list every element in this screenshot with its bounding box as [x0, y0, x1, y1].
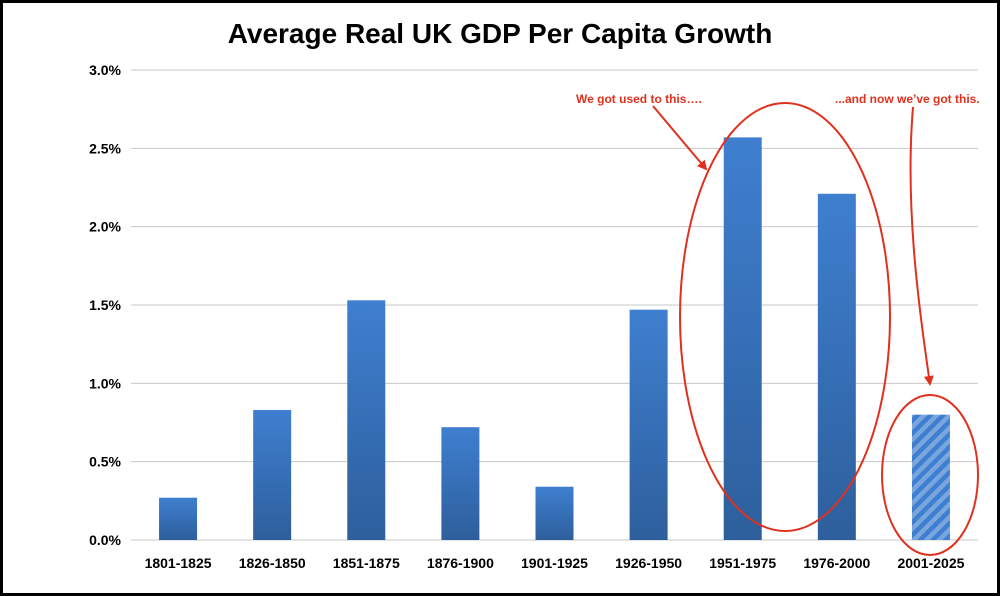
x-tick-label: 2001-2025	[897, 555, 964, 571]
bar-1826-1850	[253, 409, 292, 540]
x-tick-label: 1826-1850	[239, 555, 306, 571]
y-tick-label: 3.0%	[89, 62, 121, 78]
bar-2001-2025	[911, 414, 950, 540]
x-tick-label: 1876-1900	[427, 555, 494, 571]
chart-canvas: Average Real UK GDP Per Capita Growth 0.…	[89, 18, 980, 571]
y-tick-label: 1.5%	[89, 297, 121, 313]
x-tick-label: 1801-1825	[145, 555, 212, 571]
bar-1851-1875	[347, 300, 386, 540]
highlight-ellipse-current	[881, 394, 979, 556]
annotation-arrow-current	[909, 106, 934, 386]
bar-1801-1825	[159, 497, 198, 540]
bar-1926-1950	[629, 309, 668, 540]
y-tick-label: 0.5%	[89, 454, 121, 470]
x-tick-label: 1976-2000	[803, 555, 870, 571]
y-tick-label: 2.0%	[89, 219, 121, 235]
y-axis-tick-labels: 0.0% 0.5% 1.0% 1.5% 2.0% 2.5% 3.0%	[89, 62, 121, 548]
x-axis-tick-labels: 1801-1825 1826-1850 1851-1875 1876-1900 1901…	[145, 555, 965, 571]
y-tick-label: 1.0%	[89, 375, 121, 391]
y-tick-label: 2.5%	[89, 140, 121, 156]
annotation-current: ...and now we’ve got this.	[835, 92, 980, 106]
bars	[159, 137, 950, 540]
annotation-arrow-postwar	[652, 105, 708, 171]
x-tick-label: 1851-1875	[333, 555, 400, 571]
y-tick-label: 0.0%	[89, 532, 121, 548]
x-tick-label: 1951-1975	[709, 555, 776, 571]
x-tick-label: 1926-1950	[615, 555, 682, 571]
chart-title: Average Real UK GDP Per Capita Growth	[228, 18, 773, 49]
bar-1901-1925	[535, 486, 574, 540]
annotation-postwar: We got used to this….	[576, 92, 702, 106]
bar-1976-2000	[817, 193, 856, 540]
x-tick-label: 1901-1925	[521, 555, 588, 571]
bar-1951-1975	[723, 137, 762, 540]
highlight-ellipse-postwar	[679, 102, 891, 532]
bar-1876-1900	[441, 427, 480, 540]
